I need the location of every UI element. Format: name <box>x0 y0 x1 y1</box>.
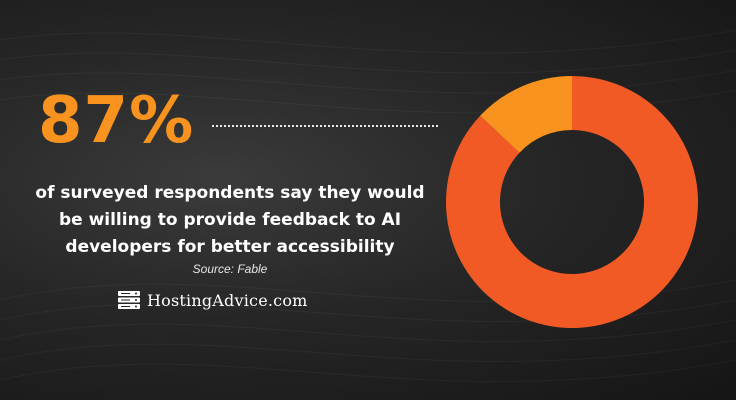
source-citation: Source: Fable <box>192 262 268 276</box>
donut-slice-remainder <box>480 76 572 153</box>
headline-stat: 87% <box>38 84 195 158</box>
stat-description: of surveyed respondents say they would b… <box>35 183 425 257</box>
brand-logo: HostingAdvice.com <box>117 288 308 312</box>
donut-chart <box>445 76 698 328</box>
brand-name: HostingAdvice.com <box>147 290 308 310</box>
dotted-divider <box>212 125 438 127</box>
server-stack-icon <box>118 291 140 309</box>
donut-slice-majority <box>445 76 698 328</box>
